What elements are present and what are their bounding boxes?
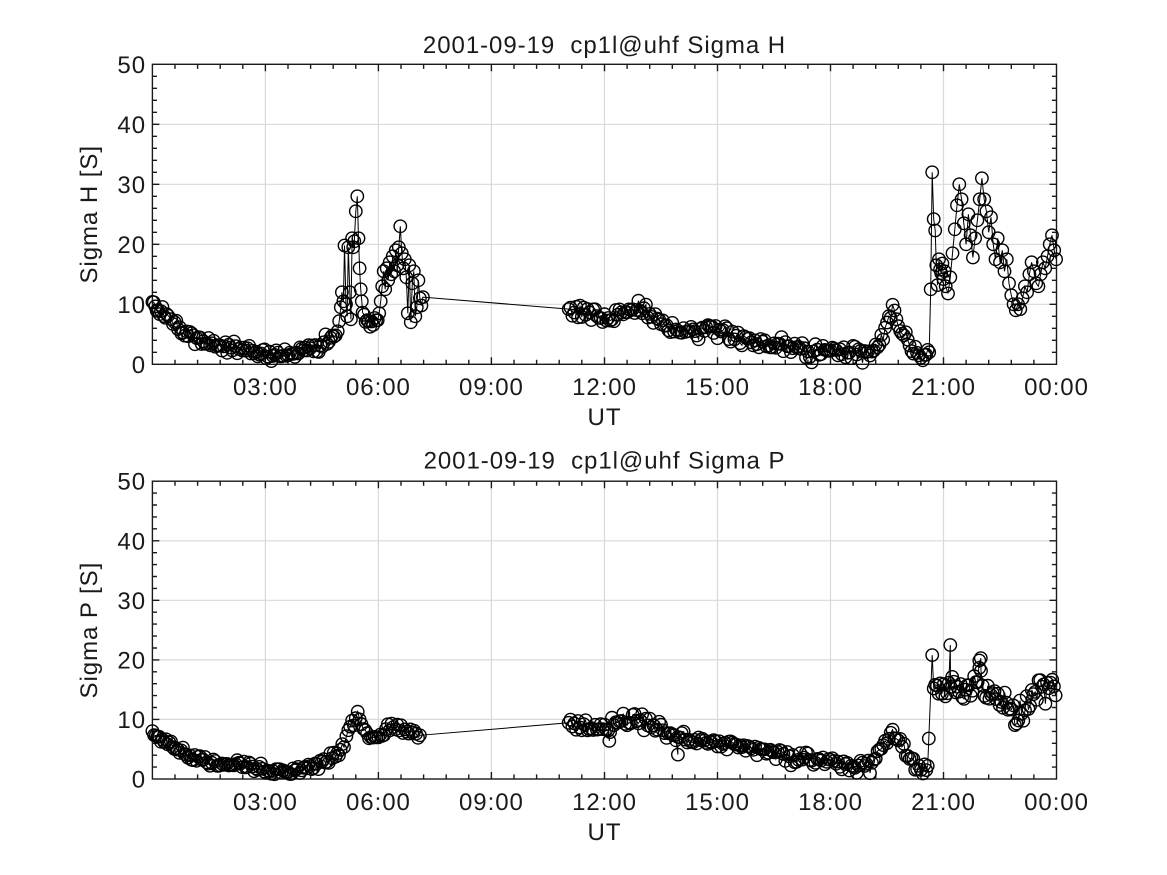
svg-text:09:00: 09:00: [459, 789, 524, 816]
svg-text:Sigma P [S]: Sigma P [S]: [76, 562, 103, 699]
svg-text:0: 0: [132, 352, 146, 379]
svg-text:30: 30: [117, 172, 146, 199]
svg-text:15:00: 15:00: [685, 374, 750, 401]
svg-text:50: 50: [117, 52, 146, 79]
svg-text:12:00: 12:00: [572, 789, 637, 816]
svg-text:Sigma H [S]: Sigma H [S]: [76, 145, 103, 283]
svg-text:21:00: 21:00: [911, 374, 976, 401]
svg-text:UT: UT: [588, 404, 622, 431]
svg-text:40: 40: [117, 528, 146, 555]
svg-text:20: 20: [117, 647, 146, 674]
svg-text:12:00: 12:00: [572, 374, 637, 401]
svg-text:03:00: 03:00: [233, 374, 298, 401]
svg-text:50: 50: [117, 469, 146, 496]
svg-text:09:00: 09:00: [459, 374, 524, 401]
svg-text:06:00: 06:00: [346, 789, 411, 816]
svg-text:18:00: 18:00: [798, 789, 863, 816]
svg-text:UT: UT: [588, 819, 622, 846]
svg-text:03:00: 03:00: [233, 789, 298, 816]
svg-text:2001-09-19 cp1l@uhf Sigma H: 2001-09-19 cp1l@uhf Sigma H: [423, 32, 786, 59]
svg-text:18:00: 18:00: [798, 374, 863, 401]
svg-text:21:00: 21:00: [911, 789, 976, 816]
svg-text:15:00: 15:00: [685, 789, 750, 816]
svg-text:00:00: 00:00: [1024, 789, 1089, 816]
svg-text:40: 40: [117, 112, 146, 139]
svg-text:2001-09-19 cp1l@uhf Sigma P: 2001-09-19 cp1l@uhf Sigma P: [424, 448, 786, 475]
svg-text:30: 30: [117, 588, 146, 615]
svg-text:0: 0: [132, 767, 146, 794]
svg-text:00:00: 00:00: [1024, 374, 1089, 401]
svg-text:20: 20: [117, 232, 146, 259]
svg-text:06:00: 06:00: [346, 374, 411, 401]
svg-text:10: 10: [117, 707, 146, 734]
svg-text:10: 10: [117, 292, 146, 319]
